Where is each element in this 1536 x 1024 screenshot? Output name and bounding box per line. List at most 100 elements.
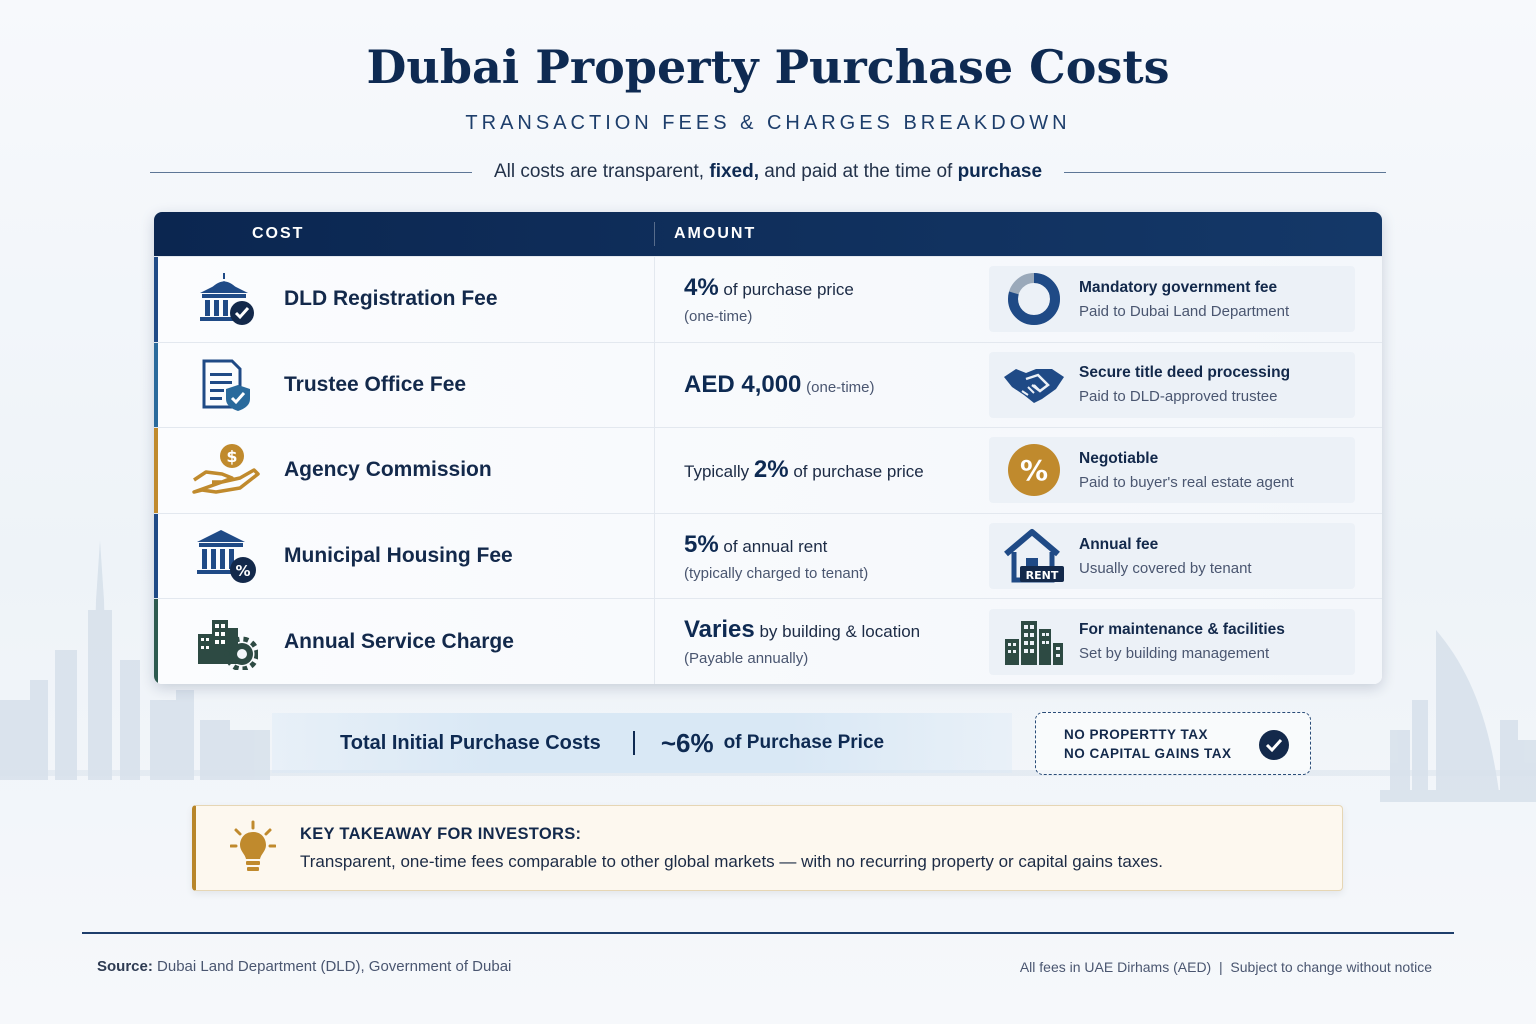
tagline-text-2: and paid at the time of: [764, 161, 953, 182]
table-row: DLD Registration Fee 4% of purchase pric…: [154, 256, 1382, 342]
column-header-amount: AMOUNT: [674, 225, 757, 242]
total-value: ~6%: [660, 727, 714, 758]
table-row: $ Agency Commission Typically 2% of purc…: [154, 427, 1382, 513]
lightbulb-icon: [229, 820, 277, 878]
cost-amount: 5% of annual rent (typically charged to …: [655, 531, 989, 582]
tagline-text-end: purchase: [957, 161, 1043, 182]
note-subtitle: Paid to Dubai Land Department: [1079, 302, 1290, 320]
donut-chart-icon: [989, 270, 1079, 328]
cost-note-card: Mandatory government fee Paid to Dubai L…: [989, 266, 1355, 333]
amount-prefix: Typically: [684, 462, 750, 482]
check-circle-icon: [1258, 729, 1290, 765]
source-text: Dubai Land Department (DLD), Government …: [157, 958, 512, 975]
amount-value: 2%: [753, 456, 789, 484]
cost-note-card: RENT Annual fee Usually covered by tenan…: [989, 523, 1355, 590]
buildings-gear-icon: [154, 614, 284, 670]
row-accent: [154, 428, 158, 513]
source-note: Source: Dubai Land Department (DLD), Gov…: [97, 958, 511, 975]
amount-note: (typically charged to tenant): [684, 564, 869, 582]
costs-table: COST AMOUNT DLD Registration Fee 4% of p…: [154, 212, 1382, 684]
amount-text: of purchase price: [793, 462, 924, 482]
key-takeaway-box: KEY TAKEAWAY FOR INVESTORS: Transparent,…: [192, 805, 1343, 891]
table-row: Annual Service Charge Varies by building…: [154, 598, 1382, 684]
source-label: Source:: [97, 958, 153, 975]
header-divider: [654, 222, 655, 246]
cost-amount: Varies by building & location (Payable a…: [655, 616, 989, 667]
svg-text:$: $: [226, 447, 237, 466]
takeaway-heading: KEY TAKEAWAY FOR INVESTORS:: [300, 825, 582, 843]
cost-amount: AED 4,000 (one-time): [655, 371, 989, 399]
column-divider: [654, 428, 655, 513]
cost-name: Municipal Housing Fee: [284, 544, 513, 568]
no-capital-gains-tax-label: NO CAPITAL GAINS TAX: [1064, 745, 1232, 761]
total-label: Total Initial Purchase Costs: [340, 731, 601, 754]
percent-badge-icon: %: [989, 442, 1079, 498]
tagline: All costs are transparent, fixed, and pa…: [472, 161, 1064, 183]
amount-text: of purchase price: [723, 279, 854, 299]
amount-note: (Payable annually): [684, 650, 809, 668]
tagline-row: All costs are transparent, fixed, and pa…: [150, 158, 1386, 186]
page-title: Dubai Property Purchase Costs: [366, 40, 1170, 94]
handshake-icon: [989, 363, 1079, 407]
city-buildings-icon: [989, 617, 1079, 667]
note-subtitle: Set by building management: [1079, 645, 1270, 663]
total-divider: [632, 731, 635, 755]
amount-text: by building & location: [759, 622, 921, 642]
row-accent: [154, 599, 158, 684]
table-row: Trustee Office Fee AED 4,000 (one-time) …: [154, 341, 1382, 428]
hand-coin-icon: $: [154, 442, 284, 498]
note-title: Annual fee: [1079, 535, 1159, 553]
cost-note-card: For maintenance & facilities Set by buil…: [989, 608, 1355, 675]
cost-name: Agency Commission: [284, 458, 492, 482]
no-property-tax-label: NO PROPERTTY TAX: [1064, 726, 1209, 742]
no-tax-badge: NO PROPERTTY TAX NO CAPITAL GAINS TAX: [1035, 712, 1311, 775]
row-accent: [154, 257, 158, 342]
column-divider: [654, 342, 655, 428]
takeaway-body: Transparent, one-time fees comparable to…: [300, 852, 1164, 871]
amount-value: 5%: [684, 530, 719, 558]
total-costs-banner: Total Initial Purchase Costs ~6% of Purc…: [272, 713, 1012, 773]
government-building-check-icon: [154, 271, 284, 327]
cost-note-card: Secure title deed processing Paid to DLD…: [989, 351, 1355, 418]
svg-text:%: %: [235, 562, 250, 580]
document-shield-icon: [154, 357, 284, 413]
note-subtitle: Paid to buyer's real estate agent: [1079, 473, 1294, 491]
cost-amount: Typically 2% of purchase price: [655, 456, 989, 484]
column-divider: [654, 513, 655, 599]
note-title: For maintenance & facilities: [1079, 621, 1285, 639]
row-accent: [154, 513, 158, 599]
note-title: Mandatory government fee: [1079, 278, 1278, 296]
column-divider: [654, 257, 655, 342]
amount-note: (one-time): [684, 307, 753, 325]
cost-name: Trustee Office Fee: [284, 372, 467, 396]
amount-text: of annual rent: [723, 536, 828, 556]
tagline-text-1: All costs are transparent,: [493, 161, 705, 182]
rent-label: RENT: [1026, 569, 1059, 582]
municipal-building-percent-icon: %: [154, 528, 284, 584]
amount-value: AED 4,000: [684, 370, 802, 398]
tagline-text-bold: fixed,: [709, 161, 759, 182]
total-suffix: of Purchase Price: [723, 732, 885, 753]
note-subtitle: Usually covered by tenant: [1079, 559, 1252, 577]
note-title: Secure title deed processing: [1079, 364, 1291, 382]
footer-divider: [82, 932, 1454, 934]
cost-name: Annual Service Charge: [284, 629, 514, 653]
cost-amount: 4% of purchase price (one-time): [655, 274, 989, 325]
amount-value: 4%: [684, 273, 719, 301]
table-header: COST AMOUNT: [154, 212, 1382, 256]
tagline-rule-right: [1064, 171, 1386, 173]
column-divider: [654, 599, 655, 684]
svg-text:%: %: [1020, 454, 1048, 487]
cost-note-card: % Negotiable Paid to buyer's real estate…: [989, 437, 1355, 504]
currency-disclaimer: All fees in UAE Dirhams (AED) | Subject …: [1019, 959, 1432, 975]
amount-value: Varies: [684, 616, 755, 644]
house-rent-icon: RENT: [989, 528, 1079, 584]
table-row: % Municipal Housing Fee 5% of annual ren…: [154, 512, 1382, 599]
note-title: Negotiable: [1079, 449, 1159, 467]
amount-text: (one-time): [806, 378, 875, 396]
column-header-cost: COST: [252, 225, 305, 242]
tagline-rule-left: [150, 171, 472, 173]
note-subtitle: Paid to DLD-approved trustee: [1079, 388, 1278, 406]
page-subtitle: TRANSACTION FEES & CHARGES BREAKDOWN: [465, 112, 1071, 134]
row-accent: [154, 342, 158, 428]
